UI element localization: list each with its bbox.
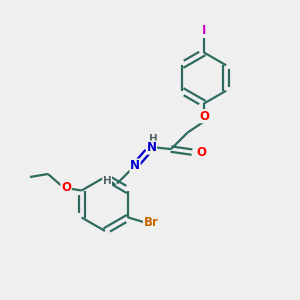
Text: H: H	[148, 134, 158, 144]
Text: N: N	[146, 141, 157, 154]
Text: I: I	[202, 24, 206, 38]
Text: Br: Br	[143, 215, 158, 229]
Text: N: N	[130, 159, 140, 172]
Text: H: H	[103, 176, 112, 186]
Text: O: O	[61, 181, 71, 194]
Text: O: O	[196, 146, 206, 159]
Text: O: O	[199, 110, 209, 123]
